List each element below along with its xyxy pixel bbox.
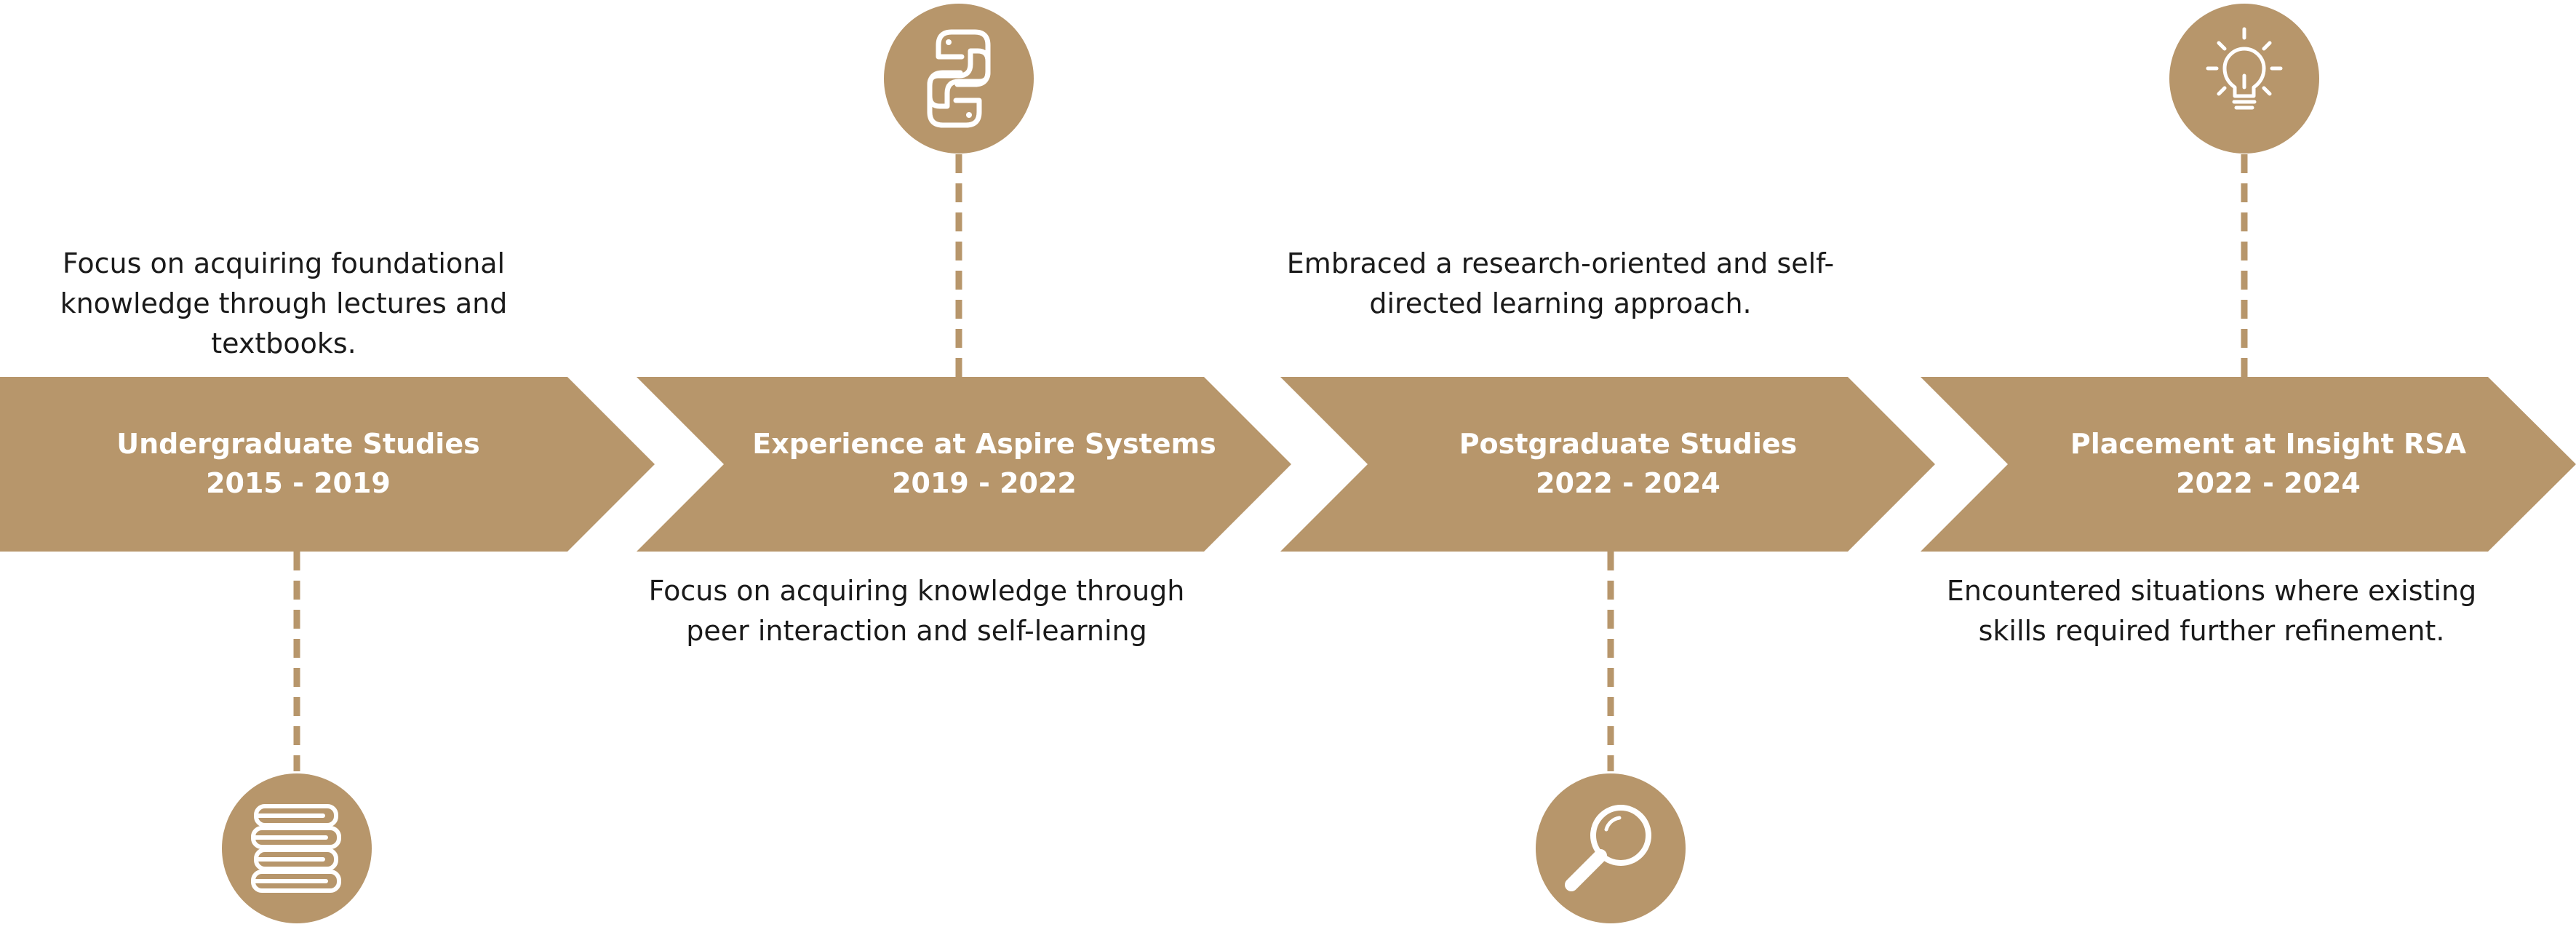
stage-4-years: 2022 - 2024 <box>2176 467 2361 499</box>
stage-1-years: 2015 - 2019 <box>206 467 391 499</box>
python-logo-icon <box>927 29 991 128</box>
chevron-stage-1 <box>0 377 655 552</box>
chevron-stage-4 <box>1921 377 2576 552</box>
stage-2-title: Experience at Aspire Systems <box>752 428 1216 460</box>
stage-2-description: Focus on acquiring knowledge through pee… <box>648 575 1185 647</box>
stage-4-description: Encountered situations where existing sk… <box>1946 575 2477 647</box>
stage-3-title: Postgraduate Studies <box>1459 428 1798 460</box>
lightbulb-icon <box>2206 27 2283 110</box>
icon-circle-stage-2 <box>884 4 1034 154</box>
chevron-stage-3 <box>1280 377 1935 552</box>
icon-circle-stage-3 <box>1536 773 1686 923</box>
stage-3-description: Embraced a research-oriented and self-di… <box>1286 247 1835 319</box>
chevron-stage-2 <box>637 377 1291 552</box>
books-icon <box>251 804 341 893</box>
stage-2-years: 2019 - 2022 <box>892 467 1077 499</box>
stage-1-title: Undergraduate Studies <box>116 428 480 460</box>
magnifier-icon <box>1565 805 1651 891</box>
stage-4-title: Placement at Insight RSA <box>2070 428 2467 460</box>
stage-1-description: Focus on acquiring foundational knowledg… <box>60 247 508 359</box>
stage-3-years: 2022 - 2024 <box>1536 467 1720 499</box>
